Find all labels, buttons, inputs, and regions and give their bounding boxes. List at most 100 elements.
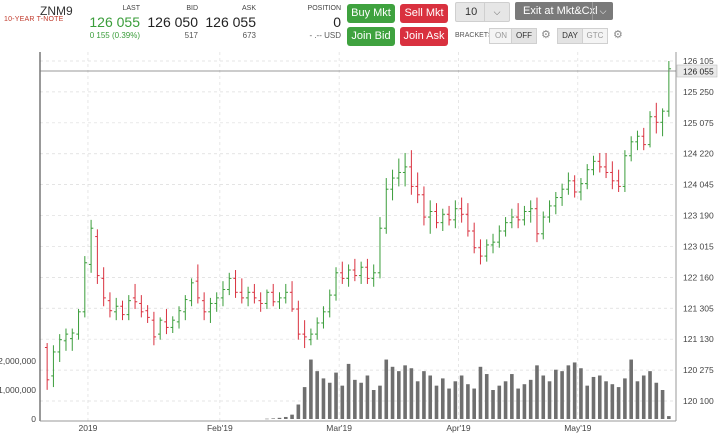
volume-bar [478,366,483,419]
ohlc-bar [95,229,100,284]
price-tick-label: 123 190 [683,211,714,221]
price-tick-label: 126 105 [683,56,714,66]
ohlc-bar [327,289,332,318]
volume-bar [265,418,269,420]
position-label: POSITION [307,5,341,12]
volume-bar [283,416,288,419]
ohlc-bar [459,197,464,223]
ohlc-bar [321,306,326,329]
volume-bar [566,365,571,419]
ohlc-bar [647,111,653,148]
volume-tick-label: 2,000,000 [0,356,36,366]
quantity-select[interactable]: 10 ⌵ [455,2,510,22]
volume-bar [579,368,583,419]
ask-price[interactable]: 126 055 [205,14,256,30]
volume-bar [629,359,633,419]
volume-bar [397,371,401,419]
price-tick-label: 124 045 [683,180,714,190]
chart-grid [40,52,676,421]
volume-bar [616,387,621,419]
ohlc-bar [164,309,169,335]
volume-bars [265,359,671,420]
ohlc-bar [157,317,163,340]
symbol-name[interactable]: ZNM9 [40,4,73,18]
ohlc-bar [220,281,226,307]
ohlc-bar [258,292,263,312]
price-tick-label: 121 130 [683,334,714,344]
ohlc-bar [314,317,320,340]
symbol-description: 10-YEAR T-NOTE [4,16,64,23]
last-price: 126 055 [89,14,140,30]
tif-settings-gear-icon[interactable]: ⚙ [613,29,623,41]
ohlc-bar [195,264,201,304]
volume-bar [440,378,445,419]
current-price-label: 126 055 [683,67,714,77]
sell-market-button[interactable]: Sell Mkt [400,4,448,23]
ohlc-bar [534,197,540,243]
ohlc-bar [371,264,376,287]
ohlc-bar [578,178,584,201]
volume-bar [660,390,665,419]
tif-gtc-toggle[interactable]: GTC [582,28,608,44]
last-change: 0 155 (0.39%) [89,31,140,40]
buy-market-button[interactable]: Buy Mkt [347,4,395,23]
ohlc-bar [377,217,383,279]
volume-bar [334,372,338,419]
ohlc-bar [107,292,113,318]
ohlc-bar [503,217,508,237]
volume-bar [422,371,426,419]
brackets-off-toggle[interactable]: OFF [511,28,537,44]
volume-bar [384,359,389,419]
ohlc-bar [509,208,515,229]
exit-at-market-cancel-button[interactable]: Exit at Mkt&Cxl ⌵ [515,2,613,20]
volume-bar [554,369,558,419]
ohlc-bar [82,256,88,318]
volume-bar [604,381,608,419]
ohlc-bar [176,306,182,329]
join-ask-button[interactable]: Join Ask [400,27,448,46]
join-bid-button[interactable]: Join Bid [347,27,395,46]
position-pnl: - .-- USD [309,31,341,40]
ohlc-bar [296,300,301,340]
ohlc-bar [421,186,427,226]
chevron-down-icon[interactable]: ⌵ [484,3,509,21]
date-tick-label: Feb'19 [207,423,233,433]
ohlc-bar [201,292,207,321]
ohlc-bar [346,264,351,287]
quantity-value: 10 [465,6,478,18]
volume-bar [484,374,489,419]
ohlc-bar [151,311,157,346]
ohlc-bar [51,345,56,388]
volume-bar [491,390,495,419]
volume-bar [290,414,294,419]
ohlc-bar [126,295,131,321]
ohlc-bar [559,183,565,206]
ohlc-bar [553,191,559,215]
ohlc-bar [208,297,213,323]
ohlc-bar [70,328,75,351]
ohlc-bar [120,300,125,321]
volume-tick-label: 0 [31,414,36,424]
ohlc-bar [340,261,345,284]
ohlc-bar [352,258,358,282]
ohlc-bar [233,270,238,298]
volume-bar [277,417,282,419]
chevron-down-icon[interactable]: ⌵ [592,2,613,20]
bid-price[interactable]: 126 050 [147,14,198,30]
volume-bar [641,375,646,419]
ask-size: 673 [242,31,256,40]
volume-bar [321,378,326,419]
ohlc-bar [428,200,433,234]
volume-bar [453,381,458,419]
ohlc-bar [654,102,659,134]
exit-button-label: Exit at Mkt&Cxl [523,5,598,17]
ohlc-bar [289,281,295,312]
ohlc-bars [44,61,672,390]
ohlc-bar [63,328,69,351]
brackets-settings-gear-icon[interactable]: ⚙ [541,29,551,41]
brackets-on-toggle[interactable]: ON [489,28,513,44]
ohlc-bar [434,203,439,229]
ohlc-bar [471,222,477,254]
volume-bar [635,381,640,419]
